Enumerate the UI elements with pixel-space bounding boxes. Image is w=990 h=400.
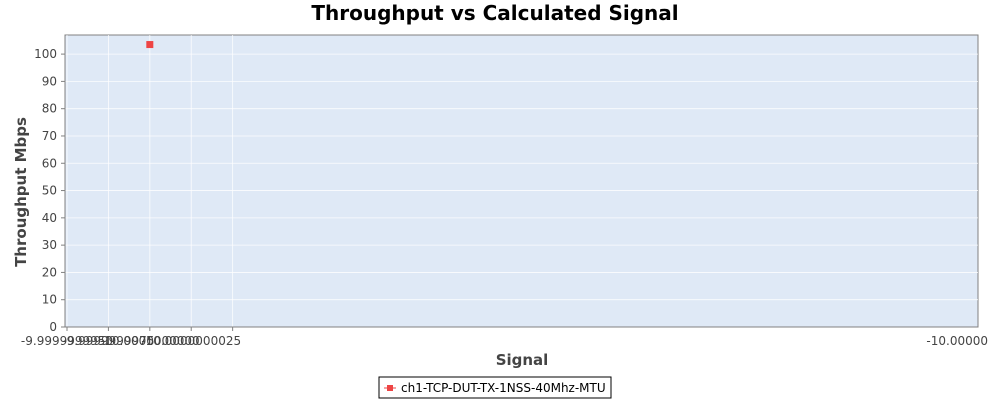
x-tick-label: -10.00000: [926, 334, 988, 348]
y-tick-label: 10: [42, 293, 57, 307]
legend-series-marker: [387, 385, 393, 391]
x-tick-label: -10.0000000000: [100, 334, 200, 348]
chart-title: Throughput vs Calculated Signal: [311, 1, 678, 25]
x-tick-label: -9.9999999950: [21, 334, 113, 348]
y-tick-label: 0: [49, 320, 57, 334]
legend: ch1-TCP-DUT-TX-1NSS-40Mhz-MTU: [378, 376, 612, 399]
x-tick-label: -10.0000000025: [141, 334, 241, 348]
y-tick-label: 20: [42, 265, 57, 279]
y-tick-label: 40: [42, 211, 57, 225]
legend-series-label: ch1-TCP-DUT-TX-1NSS-40Mhz-MTU: [401, 381, 606, 395]
y-tick-label: 30: [42, 238, 57, 252]
legend-box: [378, 376, 612, 399]
y-tick-label: 60: [42, 156, 57, 170]
grid-lines: [65, 35, 978, 328]
plot-area: [64, 34, 979, 328]
x-tick-label: -9.9999999975: [62, 334, 154, 348]
y-axis-ticks: 0 10 20 30 40 50 60 70 80 90 100: [34, 47, 65, 334]
y-tick-label: 80: [42, 102, 57, 116]
y-axis-label: Throughput Mbps: [12, 117, 30, 267]
axes: [64, 35, 978, 328]
y-tick-label: 100: [34, 47, 57, 61]
y-tick-label: 70: [42, 129, 57, 143]
x-axis-label: Signal: [496, 351, 549, 369]
y-tick-label: 90: [42, 74, 57, 88]
data-point: [146, 41, 154, 49]
y-tick-label: 50: [42, 184, 57, 198]
x-axis-ticks: -9.9999999950-9.9999999975-10.0000000000…: [21, 327, 988, 348]
data-points: [146, 41, 154, 49]
